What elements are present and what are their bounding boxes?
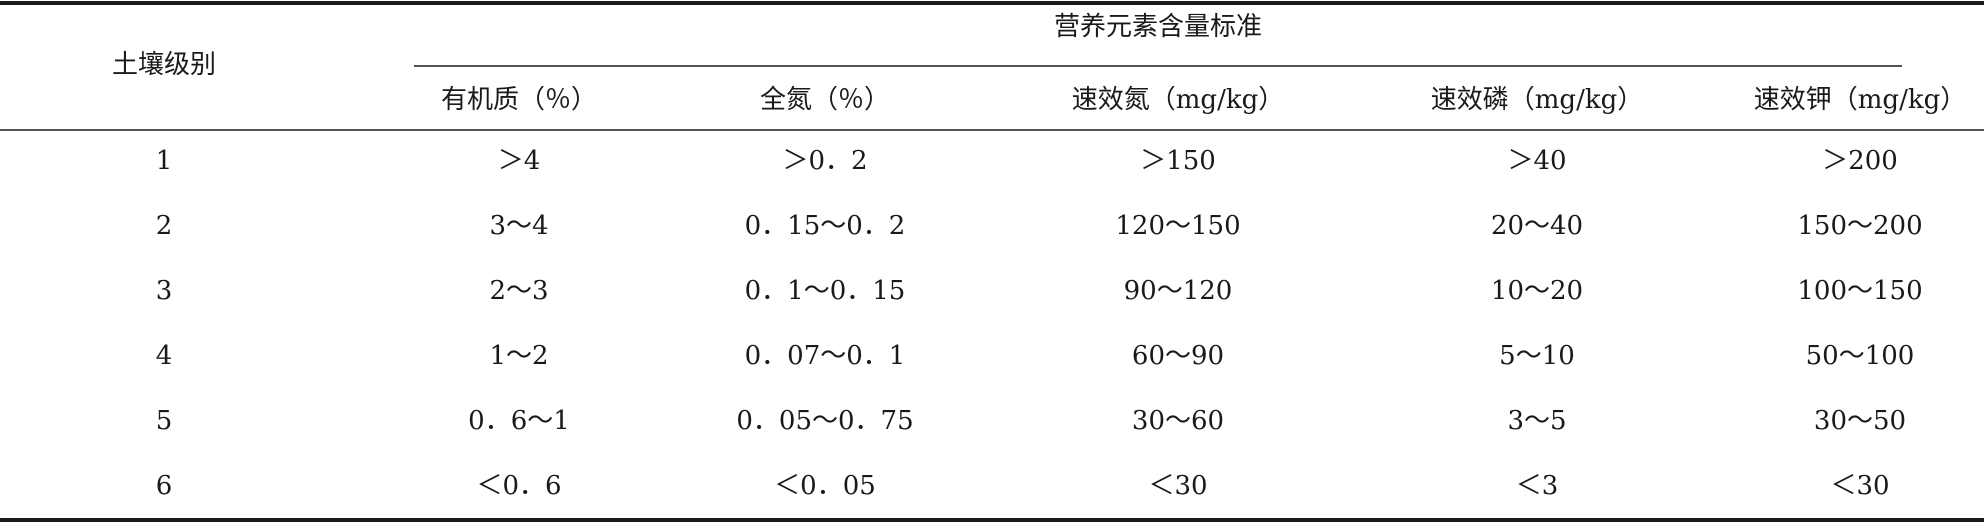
row-header: 土壤级别	[112, 50, 216, 80]
cell: ＞200	[1822, 146, 1898, 176]
cell: 4	[156, 341, 173, 371]
cell: ＞40	[1507, 146, 1566, 176]
cell: 2～3	[489, 276, 548, 306]
cell: 3～4	[489, 211, 548, 241]
group-header: 营养元素含量标准	[1054, 12, 1262, 42]
cell: 30～60	[1132, 406, 1224, 436]
cell: 0．6～1	[468, 406, 570, 436]
cell: 0．1～0．15	[745, 276, 906, 306]
column-header: 全氮（％）	[760, 85, 890, 115]
cell: 5	[156, 406, 173, 436]
cell: 5～10	[1499, 341, 1575, 371]
cell: 60～90	[1132, 341, 1224, 371]
cell: 150～200	[1797, 211, 1922, 241]
cell: ＜0．05	[774, 471, 876, 501]
cell: 50～100	[1806, 341, 1915, 371]
cell: 30～50	[1814, 406, 1906, 436]
cell: ＜0．6	[476, 471, 561, 501]
cell: 0．15～0．2	[745, 211, 906, 241]
cell: 3	[156, 276, 173, 306]
column-header: 速效钾（mg/kg）	[1754, 85, 1966, 115]
cell: 6	[156, 471, 173, 501]
cell: 90～120	[1124, 276, 1233, 306]
cell: 3～5	[1507, 406, 1566, 436]
cell: 1	[156, 146, 173, 176]
cell: 0．05～0．75	[736, 406, 913, 436]
column-header: 有机质（％）	[441, 85, 597, 115]
cell: 100～150	[1797, 276, 1922, 306]
cell: ＞0．2	[782, 146, 867, 176]
cell: 1～2	[489, 341, 548, 371]
cell: ＞4	[498, 146, 541, 176]
cell: 0．07～0．1	[745, 341, 906, 371]
cell: ＜30	[1830, 471, 1889, 501]
cell: ＜3	[1516, 471, 1559, 501]
cell: 120～150	[1115, 211, 1240, 241]
cell: 2	[156, 211, 173, 241]
cell: 10～20	[1491, 276, 1583, 306]
cell: ＞150	[1140, 146, 1216, 176]
column-header: 速效磷（mg/kg）	[1431, 85, 1643, 115]
cell: 20～40	[1491, 211, 1583, 241]
cell: ＜30	[1148, 471, 1207, 501]
column-header: 速效氮（mg/kg）	[1072, 85, 1284, 115]
